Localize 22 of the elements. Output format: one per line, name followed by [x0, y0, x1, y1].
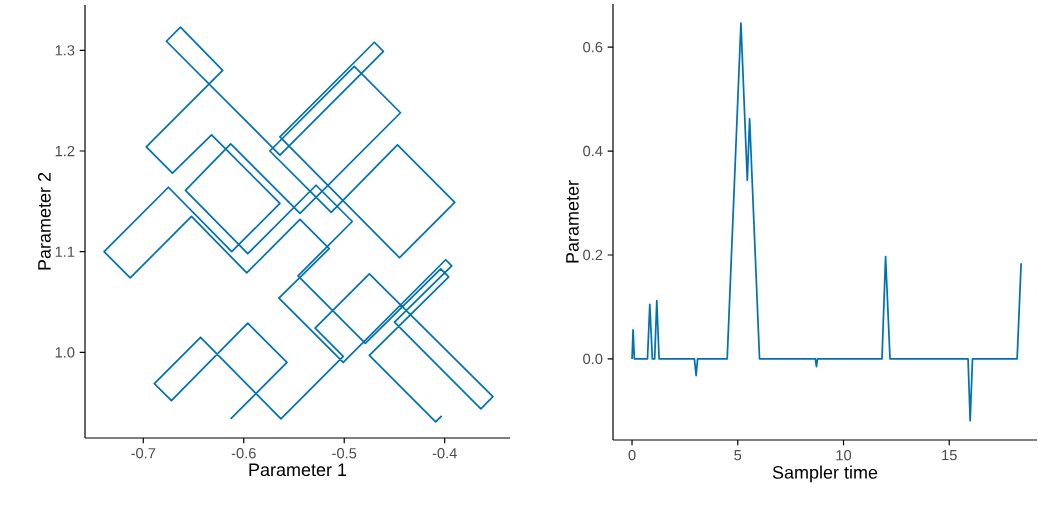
x-axis-title: Sampler time	[772, 465, 878, 483]
x-tick-label: 10	[836, 450, 852, 461]
y-tick-label: 1.0	[55, 347, 75, 358]
y-tick-label: 1.2	[55, 145, 75, 157]
y-tick-label: 0.2	[583, 249, 603, 261]
y-axis-title: Parameter	[566, 180, 579, 263]
line-series	[631, 22, 1023, 422]
x-tick-label: -0.6	[231, 448, 256, 459]
x-tick-label: -0.5	[332, 448, 357, 459]
y-tick-label: 0.4	[583, 145, 603, 157]
y-tick-label: 0.6	[583, 41, 603, 53]
line-series	[103, 26, 494, 423]
y-tick-label: 1.1	[55, 246, 75, 257]
y-tick-label: 1.3	[55, 45, 75, 56]
x-tick-label: -0.7	[131, 448, 156, 459]
x-tick-label: 0	[628, 450, 636, 461]
y-tick-label: 0.0	[583, 353, 603, 365]
y-axis-title: Parameter 2	[38, 172, 51, 270]
x-tick-label: -0.4	[432, 448, 457, 459]
x-tick-label: 5	[734, 450, 742, 461]
x-axis-title: Parameter 1	[249, 463, 347, 477]
x-tick-label: 15	[942, 450, 957, 461]
